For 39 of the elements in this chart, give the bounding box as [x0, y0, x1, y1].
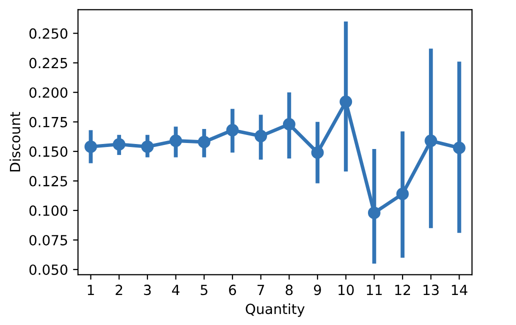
x-tick-label: 12 — [395, 284, 410, 295]
x-tick-label: 1 — [88, 284, 94, 295]
point — [396, 188, 409, 200]
x-tick-label: 10 — [338, 284, 354, 296]
y-axis-title: Discount — [10, 112, 20, 172]
x-tick-label: 6 — [229, 284, 236, 296]
x-tick-label: 5 — [200, 284, 208, 296]
x-tick-label: 7 — [258, 284, 264, 295]
point — [254, 130, 268, 142]
point — [198, 136, 210, 148]
y-tick-label: 0.250 — [29, 28, 68, 39]
x-tick-label: 11 — [366, 284, 382, 295]
x-tick-label: 14 — [452, 284, 468, 295]
point — [282, 118, 296, 130]
y-tick-label: 0.050 — [29, 264, 68, 275]
point — [84, 140, 98, 153]
y-tick-label: 0.225 — [29, 58, 68, 68]
y-tick-label: 0.100 — [29, 205, 68, 216]
x-tick-label: 2 — [116, 284, 122, 295]
x-tick-label: 9 — [314, 284, 321, 296]
point — [112, 138, 126, 151]
point — [368, 206, 380, 220]
point — [340, 96, 352, 108]
y-tick-label: 0.075 — [29, 234, 68, 246]
y-tick-label: 0.200 — [29, 87, 68, 98]
point — [452, 142, 466, 154]
x-tick-label: 3 — [144, 284, 151, 296]
point — [311, 146, 324, 159]
y-tick-label: 0.125 — [29, 176, 68, 186]
y-tick-label: 0.175 — [29, 116, 68, 128]
point — [141, 140, 154, 153]
x-tick-label: 8 — [286, 284, 293, 296]
point — [170, 134, 182, 148]
point — [226, 124, 239, 136]
y-tick-label: 0.150 — [29, 146, 68, 157]
point — [424, 134, 438, 148]
x-tick-label: 4 — [172, 284, 180, 295]
x-tick-label: 13 — [424, 284, 439, 296]
x-axis-title: Quantity — [246, 303, 305, 317]
